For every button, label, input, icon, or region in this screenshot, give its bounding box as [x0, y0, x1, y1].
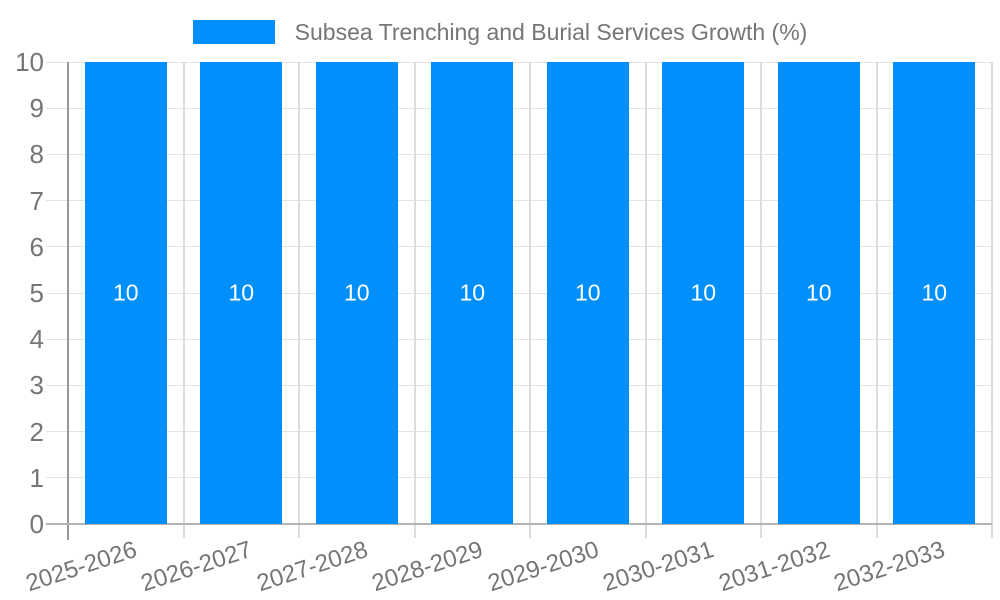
- bar-value-label: 10: [690, 279, 717, 306]
- legend: Subsea Trenching and Burial Services Gro…: [0, 18, 1000, 46]
- y-tick-label: 7: [29, 185, 44, 216]
- bar-value-label: 10: [921, 279, 948, 306]
- y-tick-label: 1: [29, 462, 44, 493]
- h-gridline: [46, 292, 992, 294]
- h-gridline: [46, 477, 992, 479]
- h-gridline: [46, 153, 992, 155]
- y-tick-label: 10: [15, 47, 44, 77]
- x-tick-label: 2026-2027: [138, 536, 256, 598]
- x-tick-label: 2027-2028: [253, 536, 372, 598]
- y-tick-label: 4: [29, 324, 44, 355]
- bar[interactable]: 10: [546, 62, 629, 524]
- bar[interactable]: 10: [315, 62, 398, 524]
- x-tick-label: 2030-2031: [600, 536, 718, 598]
- h-gridline: [46, 431, 992, 433]
- x-tick-label: 2031-2032: [715, 536, 834, 598]
- legend-item[interactable]: Subsea Trenching and Burial Services Gro…: [192, 18, 808, 46]
- bar-value-label: 10: [343, 279, 370, 306]
- h-gridline: [46, 107, 992, 109]
- bar-value-label: 10: [112, 279, 139, 306]
- bar-value-label: 10: [459, 279, 486, 306]
- y-tick-label: 2: [29, 416, 44, 447]
- v-gridline: [182, 62, 185, 538]
- bar[interactable]: 10: [200, 62, 283, 524]
- v-gridline: [760, 62, 762, 538]
- v-gridline: [991, 62, 993, 538]
- bar-value-label: 10: [228, 279, 255, 306]
- bar[interactable]: 10: [431, 62, 514, 524]
- legend-label: Subsea Trenching and Burial Services Gro…: [294, 19, 808, 45]
- x-tick-label: 2025-2026: [22, 536, 141, 598]
- y-axis-line: [67, 62, 69, 540]
- y-tick-label: 8: [29, 139, 44, 170]
- y-tick-label: 6: [29, 231, 44, 262]
- bar[interactable]: 10: [84, 62, 167, 524]
- h-gridline: [46, 246, 992, 248]
- y-tick-label: 0: [29, 509, 44, 539]
- h-gridline: [46, 200, 992, 202]
- y-tick-label: 3: [29, 370, 44, 401]
- x-tick-label: 2028-2029: [369, 536, 487, 598]
- v-gridline: [529, 62, 531, 538]
- legend-swatch: [192, 20, 275, 44]
- h-gridline: [46, 384, 992, 386]
- x-tick-label: 2029-2030: [484, 536, 603, 598]
- x-tick-label: 2032-2033: [831, 536, 949, 598]
- bar[interactable]: 10: [662, 62, 745, 524]
- h-gridline: [46, 338, 992, 340]
- x-axis-line: [46, 523, 992, 525]
- bar-value-label: 10: [805, 279, 832, 306]
- y-tick-label: 5: [29, 278, 44, 308]
- y-tick-label: 9: [29, 93, 44, 124]
- v-gridline: [413, 62, 416, 538]
- v-gridline: [875, 62, 878, 538]
- v-gridline: [644, 62, 647, 538]
- bar[interactable]: 10: [777, 62, 860, 524]
- bar[interactable]: 10: [893, 62, 976, 524]
- bar-value-label: 10: [574, 279, 601, 306]
- v-gridline: [298, 62, 300, 538]
- h-gridline: [46, 61, 992, 63]
